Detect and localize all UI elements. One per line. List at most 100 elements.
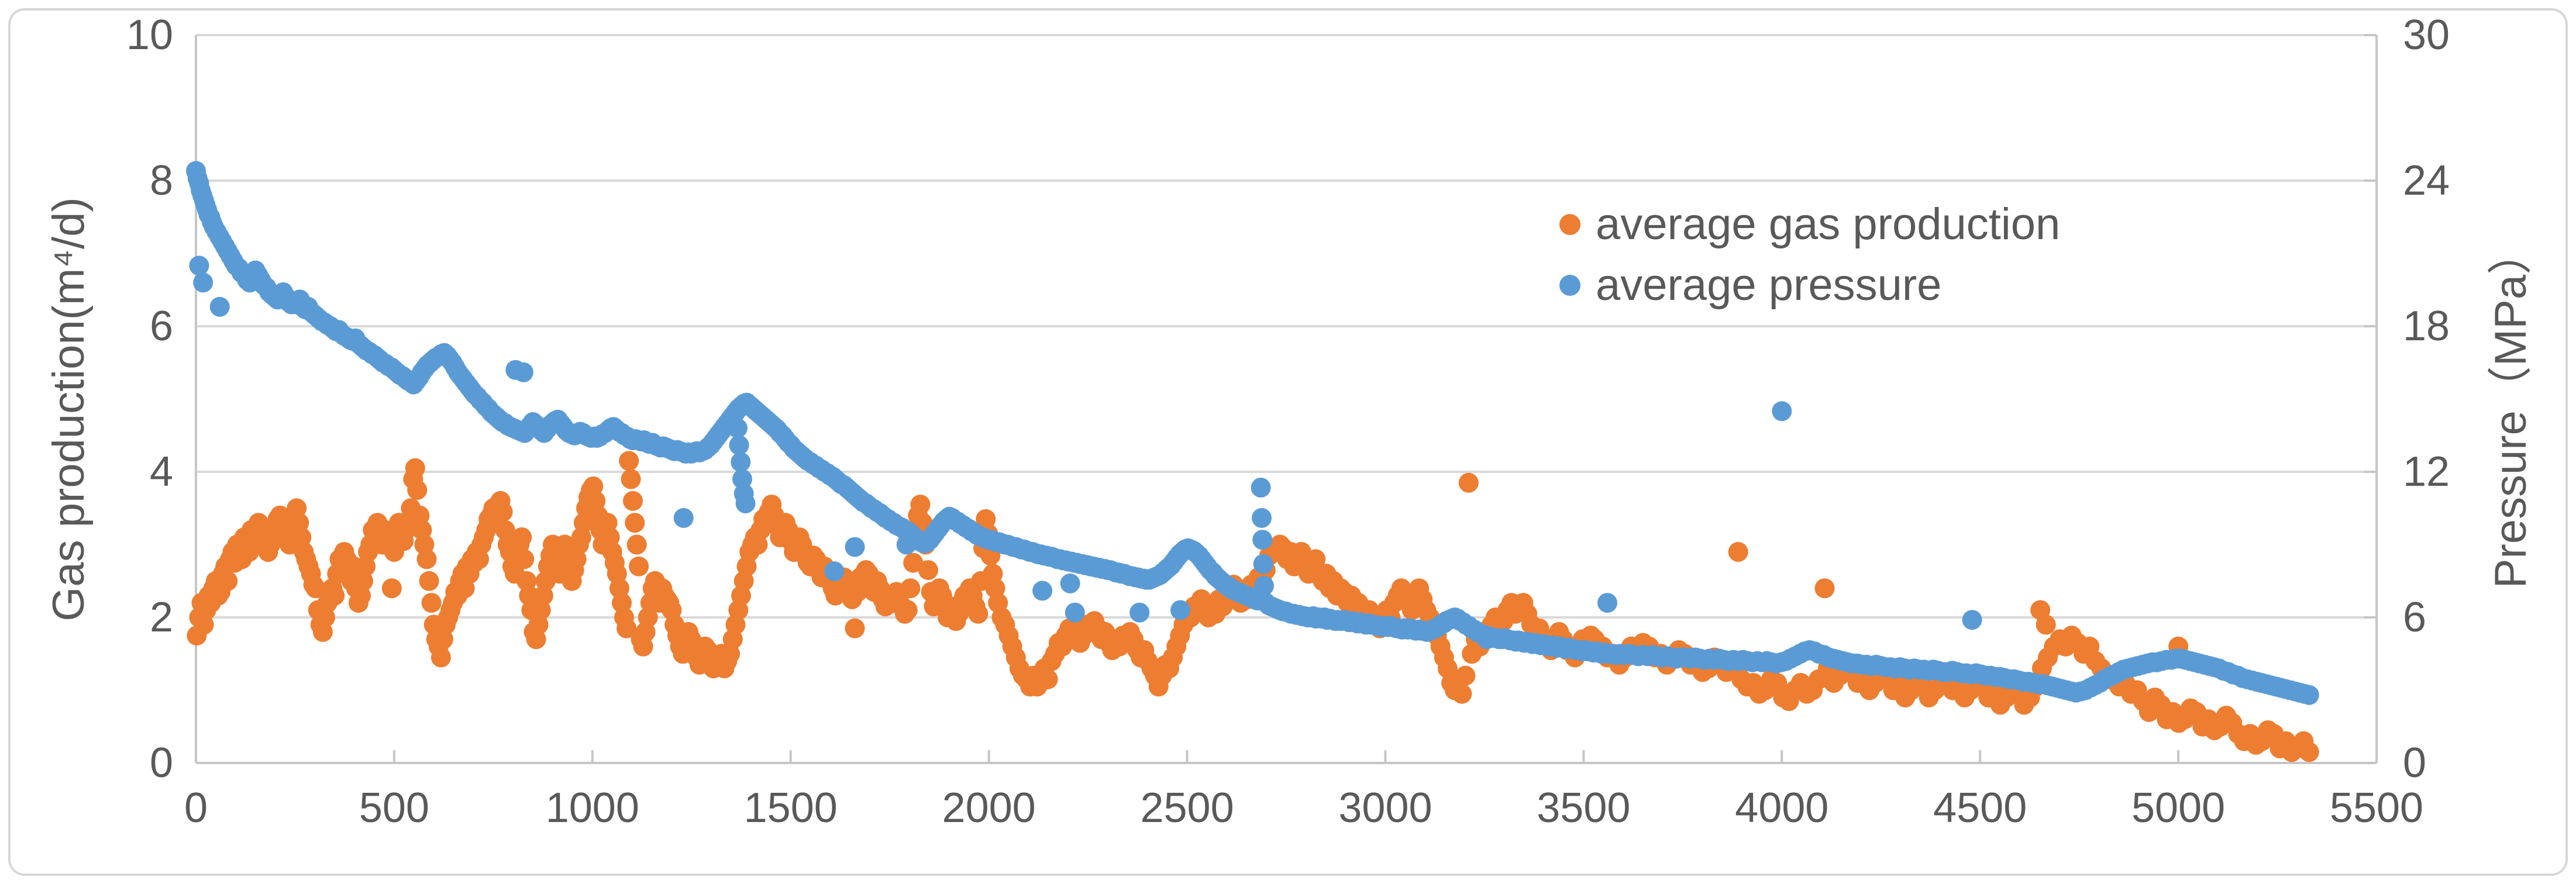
right-y-tick-label: 24 [2403, 157, 2450, 204]
scatter-point[interactable] [405, 458, 425, 478]
scatter-point[interactable] [291, 527, 312, 547]
scatter-point[interactable] [1597, 593, 1617, 613]
scatter-point[interactable] [407, 480, 428, 500]
scatter-point[interactable] [514, 549, 535, 569]
scatter-point[interactable] [729, 435, 749, 455]
legend-label-gas-production: average gas production [1596, 199, 2061, 249]
scatter-point[interactable] [1253, 554, 1273, 574]
scatter-point[interactable] [910, 495, 931, 514]
scatter-point[interactable] [416, 549, 437, 569]
scatter-point[interactable] [623, 491, 643, 511]
scatter-point[interactable] [1455, 665, 1476, 686]
right-y-tick-label: 0 [2403, 740, 2427, 786]
scatter-point[interactable] [727, 418, 748, 438]
right-y-tick-label: 18 [2403, 303, 2450, 350]
scatter-point[interactable] [287, 498, 307, 519]
scatter-point[interactable] [918, 560, 938, 581]
scatter-point[interactable] [381, 578, 402, 599]
x-tick-label: 5500 [2329, 785, 2424, 831]
scatter-point[interactable] [619, 451, 639, 471]
x-tick-label: 2000 [942, 785, 1036, 831]
left-y-tick-label: 10 [126, 12, 173, 58]
x-tick-label: 2500 [1140, 785, 1234, 831]
scatter-point[interactable] [583, 476, 604, 496]
scatter-point[interactable] [1962, 610, 1982, 630]
scatter-point[interactable] [824, 561, 845, 582]
scatter-point[interactable] [600, 527, 620, 547]
scatter-point[interactable] [493, 502, 513, 522]
scatter-point[interactable] [621, 469, 641, 489]
series-gas-production-points [187, 451, 2319, 762]
scatter-point[interactable] [513, 362, 533, 382]
scatter-point[interactable] [735, 493, 756, 513]
scatter-point[interactable] [2299, 742, 2319, 762]
left-y-tick-label: 8 [149, 157, 173, 204]
scatter-point[interactable] [412, 520, 432, 540]
scatter-point[interactable] [1065, 602, 1085, 623]
scatter-point[interactable] [1252, 507, 1272, 528]
x-tick-label: 4000 [1735, 785, 1829, 831]
scatter-point[interactable] [900, 578, 921, 599]
scatter-point[interactable] [1251, 478, 1271, 498]
scatter-point[interactable] [732, 469, 752, 489]
scatter-point[interactable] [431, 647, 451, 668]
scatter-point[interactable] [1772, 401, 1792, 422]
scatter-point[interactable] [2299, 685, 2319, 705]
scatter-point[interactable] [421, 593, 442, 613]
scatter-point[interactable] [419, 571, 439, 591]
scatter-point[interactable] [193, 272, 213, 293]
scatter-point[interactable] [528, 614, 549, 635]
scatter-point[interactable] [209, 296, 230, 317]
scatter-point[interactable] [845, 618, 865, 638]
x-tick-label: 1500 [743, 785, 838, 831]
scatter-point[interactable] [897, 600, 918, 620]
scatter-point[interactable] [1458, 472, 1479, 493]
left-y-tick-label: 6 [149, 303, 173, 350]
legend-item-pressure[interactable]: average pressure [1559, 255, 1941, 316]
scatter-point[interactable] [1728, 542, 1748, 562]
x-tick-label: 1000 [545, 785, 639, 831]
chart-frame-border [8, 8, 2568, 876]
x-tick-label: 5000 [2131, 785, 2226, 831]
right-y-tick-label: 12 [2403, 448, 2450, 495]
scatter-point[interactable] [629, 556, 649, 576]
scatter-point[interactable] [1032, 581, 1053, 601]
scatter-point[interactable] [325, 585, 345, 606]
scatter-point[interactable] [903, 552, 924, 573]
scatter-point[interactable] [194, 614, 214, 635]
scatter-point[interactable] [1452, 683, 1472, 704]
scatter-point[interactable] [1814, 578, 1835, 599]
scatter-point[interactable] [1129, 602, 1150, 623]
scatter-point[interactable] [2036, 614, 2056, 635]
scatter-point[interactable] [533, 585, 553, 606]
legend-label-pressure: average pressure [1596, 260, 1942, 310]
scatter-point[interactable] [612, 593, 632, 613]
scatter-point[interactable] [351, 585, 371, 606]
scatter-point[interactable] [731, 452, 751, 472]
left-y-tick-label: 0 [149, 740, 173, 786]
x-tick-label: 3000 [1338, 785, 1432, 831]
scatter-point[interactable] [353, 571, 373, 591]
scatter-point[interactable] [218, 571, 238, 591]
legend-item-gas-production[interactable]: average gas production [1559, 194, 2060, 255]
scatter-point[interactable] [625, 513, 645, 533]
scatter-point[interactable] [968, 603, 989, 624]
scatter-point[interactable] [845, 537, 865, 557]
scatter-point[interactable] [673, 507, 694, 528]
scatter-point[interactable] [512, 527, 532, 547]
scatter-point[interactable] [1254, 576, 1274, 596]
scatter-point[interactable] [1170, 600, 1190, 620]
scatter-point[interactable] [315, 607, 335, 627]
x-tick-label: 500 [359, 785, 429, 831]
right-y-axis-title: Pressure（MPa） [2486, 230, 2536, 589]
scatter-point[interactable] [469, 549, 489, 569]
scatter-point[interactable] [617, 618, 637, 638]
scatter-point[interactable] [1060, 573, 1080, 593]
scatter-point[interactable] [1038, 669, 1058, 689]
scatter-point[interactable] [626, 534, 647, 555]
scatter-point[interactable] [189, 255, 209, 276]
scatter-point[interactable] [1252, 530, 1273, 550]
scatter-point[interactable] [633, 636, 653, 657]
